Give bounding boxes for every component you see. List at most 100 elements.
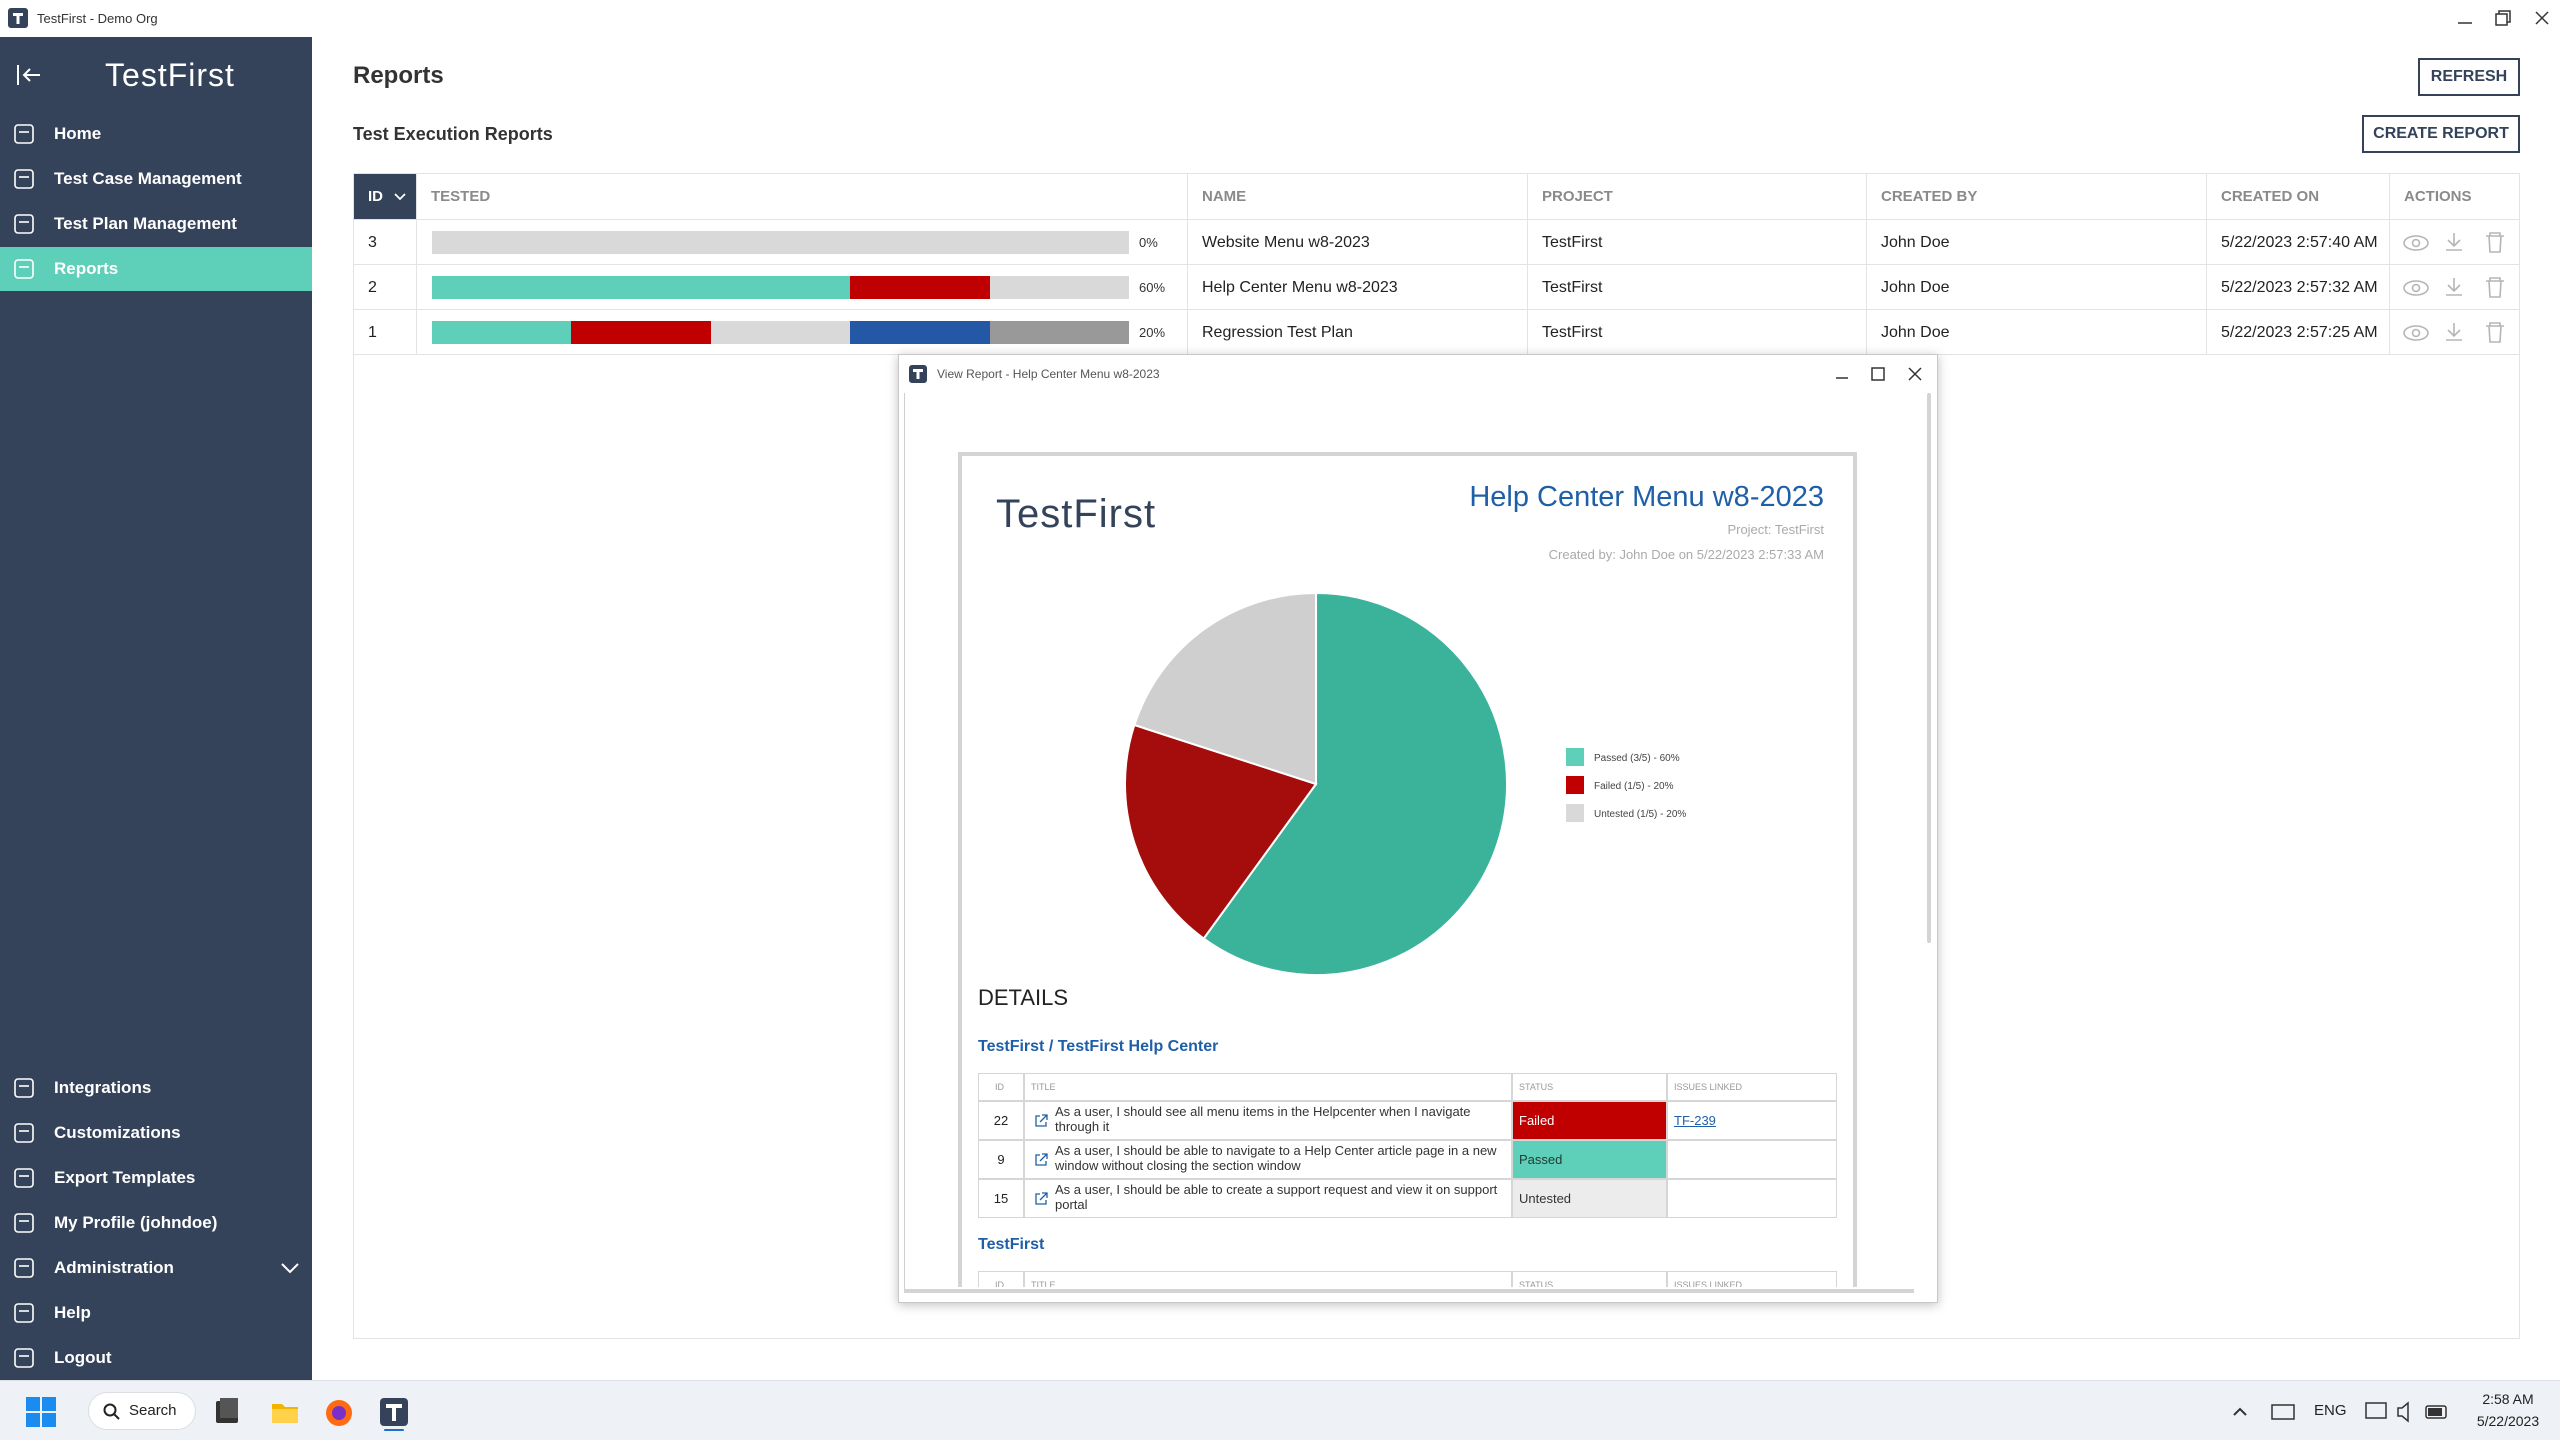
details-header: ISSUES LINKED: [1667, 1271, 1837, 1287]
nav-icon: [14, 1303, 34, 1323]
clock-date[interactable]: 5/22/2023: [2476, 1413, 2540, 1429]
nav-label: Test Plan Management: [54, 214, 237, 233]
nav-item[interactable]: Reports: [0, 247, 312, 291]
view-action[interactable]: [2403, 280, 2429, 296]
open-link-icon[interactable]: [1033, 1113, 1049, 1129]
expand-chevron[interactable]: [280, 1262, 300, 1276]
download-action[interactable]: [2446, 233, 2462, 251]
nav-item[interactable]: Home: [0, 112, 312, 156]
row-actions: [2403, 322, 2504, 343]
table-cell: 2: [354, 265, 417, 310]
details-header: ID: [978, 1073, 1024, 1101]
window-title: TestFirst - Demo Org: [37, 11, 158, 26]
scrollbar[interactable]: [1927, 393, 1931, 943]
nav-icon-shape: [14, 214, 34, 234]
table-cell: John Doe: [1867, 220, 2207, 265]
legend-label: Failed (1/5) - 20%: [1594, 781, 1674, 792]
window-controls[interactable]: [2450, 8, 2560, 30]
nav-label: Customizations: [54, 1123, 181, 1142]
system-icons[interactable]: [2362, 1399, 2452, 1425]
nav-item[interactable]: Administration: [0, 1246, 312, 1290]
download: [2446, 233, 2462, 251]
nav-item[interactable]: Help: [0, 1291, 312, 1335]
collapse-icon[interactable]: [16, 63, 42, 87]
eye: [2403, 235, 2429, 251]
nav-item[interactable]: Test Case Management: [0, 157, 312, 201]
row-actions: [2403, 232, 2504, 253]
tray-icons[interactable]: [2228, 1399, 2348, 1425]
dialog-controls[interactable]: [1834, 363, 1934, 385]
table-cell: 3: [354, 220, 417, 265]
progress-segment: [432, 321, 572, 344]
details-header: TITLE: [1024, 1073, 1512, 1101]
table-cell: 60%: [417, 265, 1188, 310]
taskbar-apps[interactable]: [212, 1395, 412, 1431]
trash: [2486, 322, 2504, 343]
view-action[interactable]: [2403, 325, 2429, 341]
issue-link[interactable]: TF-239: [1674, 1113, 1716, 1128]
download-action[interactable]: [2446, 323, 2462, 341]
details-heading: DETAILS: [978, 985, 1069, 1010]
nav-item[interactable]: Customizations: [0, 1111, 312, 1155]
search-box[interactable]: Search: [88, 1392, 196, 1430]
table-cell: [2390, 220, 2520, 265]
eye-pupil: [2411, 328, 2421, 338]
download-action[interactable]: [2446, 278, 2462, 296]
report-created: Created by: John Doe on 5/22/2023 2:57:3…: [1548, 547, 1824, 562]
nav-icon: [14, 1123, 34, 1143]
link: [1035, 1153, 1048, 1166]
table-cell: 20%: [417, 310, 1188, 355]
progress-percent: 60%: [1139, 280, 1166, 295]
start-button[interactable]: [26, 1397, 56, 1427]
progress-bar: [432, 276, 1129, 299]
legend-label: Passed (3/5) - 60%: [1594, 753, 1680, 764]
clock-time[interactable]: 2:58 AM: [2482, 1391, 2534, 1407]
table-cell: 1: [354, 310, 417, 355]
open-link-icon[interactable]: [1033, 1152, 1049, 1168]
nav-icon-shape: [14, 1168, 34, 1188]
eye-pupil: [2411, 238, 2421, 248]
search-label: Search: [129, 1402, 177, 1419]
delete-action[interactable]: [2486, 277, 2504, 298]
language[interactable]: ENG: [2314, 1402, 2347, 1419]
nav-icon-shape: [14, 259, 34, 279]
progress-segment: [989, 276, 1129, 299]
open-link-icon[interactable]: [1033, 1191, 1049, 1207]
sidebar: TestFirst Home Test Case Management Test P…: [0, 37, 312, 1380]
section-title: Test Execution Reports: [353, 124, 553, 144]
table-cell: 0%: [417, 220, 1188, 265]
details-title-cell: As a user, I should be able to navigate …: [1024, 1140, 1512, 1179]
details-id: 22: [978, 1101, 1024, 1140]
dialog-icon: [909, 365, 927, 383]
column-header: ACTIONS: [2390, 174, 2520, 220]
column-header: CREATED ON: [2207, 174, 2390, 220]
nav-item[interactable]: Test Plan Management: [0, 202, 312, 246]
report-title: Help Center Menu w8-2023: [1469, 481, 1824, 513]
eye: [2403, 280, 2429, 296]
legend-swatch: [1566, 748, 1584, 766]
nav-item[interactable]: Export Templates: [0, 1156, 312, 1200]
report-page: [958, 452, 1857, 1287]
details-status: Passed: [1512, 1140, 1667, 1179]
table-cell: 5/22/2023 2:57:25 AM: [2207, 310, 2390, 355]
report-logo: TestFirst: [996, 492, 1157, 536]
column-header[interactable]: ID: [354, 174, 417, 220]
refresh-button[interactable]: REFRESH: [2418, 58, 2520, 96]
create-report-button[interactable]: CREATE REPORT: [2362, 115, 2520, 153]
nav-icon-shape: [14, 1078, 34, 1098]
details-title: As a user, I should be able to navigate …: [1055, 1143, 1497, 1173]
progress-bar: [432, 231, 1129, 254]
nav-item[interactable]: Logout: [0, 1336, 312, 1380]
title-bar: TestFirst - Demo Org: [0, 0, 2560, 37]
progress-segment: [850, 276, 990, 299]
pie-slice: [1133, 591, 1317, 786]
view-action[interactable]: [2403, 235, 2429, 251]
delete-action[interactable]: [2486, 322, 2504, 343]
delete-action[interactable]: [2486, 232, 2504, 253]
progress-segment: [850, 321, 990, 344]
nav-icon-shape: [14, 1258, 34, 1278]
nav-item[interactable]: Integrations: [0, 1066, 312, 1110]
page-title: Reports: [353, 62, 444, 89]
nav-item[interactable]: My Profile (johndoe): [0, 1201, 312, 1245]
